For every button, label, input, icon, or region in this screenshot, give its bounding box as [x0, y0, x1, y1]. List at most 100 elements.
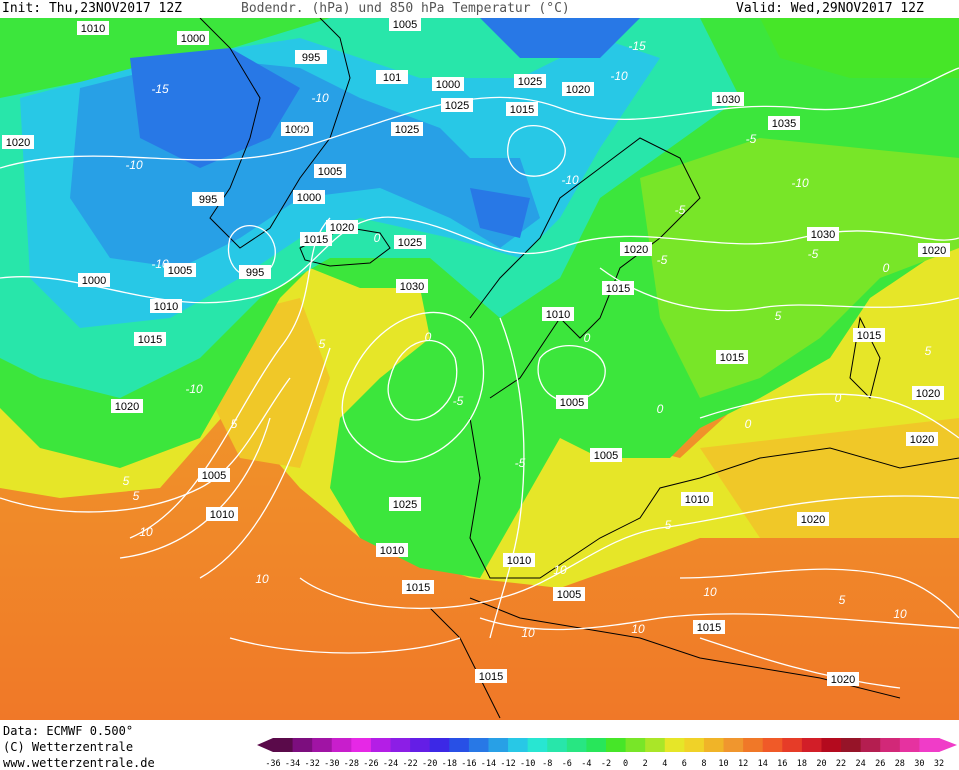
isotherm-line-3	[229, 637, 461, 654]
colorbar-cell	[449, 738, 470, 752]
temperature-colorbar: -36 -34 -32 -30 -28 -26 -24 -22 -20 -18 -16 -14 -12-…	[257, 738, 957, 769]
pressure-label: 1035	[772, 118, 796, 130]
colorbar-tick-label: 6	[682, 759, 687, 769]
colorbar-tick-label: -36	[265, 759, 280, 769]
pressure-label: 1005	[393, 19, 417, 31]
colorbar-tick-label: 30	[914, 759, 924, 769]
temperature-label: -10	[791, 176, 809, 190]
pressure-label: 1020	[916, 388, 940, 400]
colorbar-cell	[919, 738, 940, 752]
isobar-line-6	[479, 613, 959, 631]
colorbar-cell	[821, 738, 842, 752]
pressure-label: 1010	[546, 309, 570, 321]
colorbar-tick-label: -22	[402, 759, 417, 769]
coastline-med	[469, 597, 901, 699]
pressure-label: 1015	[510, 104, 534, 116]
pressure-label: 1025	[395, 124, 419, 136]
pressure-label: 1030	[811, 229, 835, 241]
colorbar-cell	[841, 738, 862, 752]
colorbar-tick-label: -24	[383, 759, 398, 769]
colorbar-cell	[429, 738, 450, 752]
colorbar-cell	[880, 738, 901, 752]
isobar-ring-baltic	[537, 345, 606, 402]
website-url: www.wetterzentrale.de	[3, 756, 155, 770]
colorbar-tick-label: -6	[562, 759, 572, 769]
temp-field-gold	[210, 298, 959, 538]
pressure-label: 1000	[181, 33, 205, 45]
pressure-label: 1005	[560, 397, 584, 409]
colorbar-cell	[860, 738, 881, 752]
temperature-label: 0	[374, 231, 381, 245]
colorbar-tick-label: 24	[856, 759, 866, 769]
colorbar-cell	[370, 738, 392, 752]
pressure-label: 995	[302, 52, 320, 64]
colorbar-cell	[468, 738, 490, 752]
coastline-caspian	[849, 316, 881, 399]
temperature-label: -15	[151, 82, 169, 96]
pressure-label: 1000	[82, 275, 106, 287]
temperature-label: 10	[139, 525, 153, 539]
colorbar-tick-label: 4	[662, 759, 667, 769]
colorbar-cell	[645, 738, 666, 752]
colorbar-tick-label: 14	[758, 759, 768, 769]
pressure-label: 1000	[436, 79, 460, 91]
colorbar-tick-label: -32	[304, 759, 319, 769]
temperature-label: 10	[553, 563, 567, 577]
colorbar-cell	[508, 738, 529, 752]
pressure-label: 1020	[831, 674, 855, 686]
temperature-label: 0	[883, 261, 890, 275]
header-bar: Init: Thu,23NOV2017 12Z Bodendr. (hPa) u…	[0, 0, 959, 18]
colorbar-tick-label: -18	[442, 759, 457, 769]
isotherm-line-1	[0, 377, 291, 513]
temperature-label: 5	[839, 593, 846, 607]
pressure-label: 1025	[393, 499, 417, 511]
isobar-line-3	[129, 217, 331, 539]
colorbar-tick-label: 18	[797, 759, 807, 769]
temperature-label: 5	[133, 489, 140, 503]
colorbar-cells	[257, 738, 957, 752]
pressure-label: 1030	[716, 94, 740, 106]
colorbar-tick-label: -28	[344, 759, 359, 769]
copyright-label: (C) Wetterzentrale	[3, 740, 134, 754]
colorbar-tick-label: 26	[875, 759, 885, 769]
pressure-label: 1005	[202, 470, 226, 482]
init-time-label: Init: Thu,23NOV2017 12Z	[2, 1, 183, 16]
pressure-label: 1015	[697, 622, 721, 634]
isobar-ring-norway	[507, 125, 566, 177]
temperature-label: 5	[925, 344, 932, 358]
pressure-label: 1015	[304, 234, 328, 246]
colorbar-tick-label: -4	[581, 759, 591, 769]
colorbar-cell	[586, 738, 607, 752]
temperature-label: 5	[231, 417, 238, 431]
temperature-label: 0	[657, 402, 664, 416]
pressure-label: 1020	[566, 84, 590, 96]
pressure-label: 1010	[81, 23, 105, 35]
pressure-label: 101	[383, 72, 401, 84]
temperature-label: -5	[515, 456, 526, 470]
footer: Data: ECMWF 0.500° (C) Wetterzentrale ww…	[0, 720, 959, 770]
pressure-label: 1020	[330, 222, 354, 234]
colorbar-cell	[743, 738, 764, 752]
temperature-label: 10	[521, 626, 535, 640]
temperature-label: 10	[631, 622, 645, 636]
colorbar-cell	[899, 738, 921, 752]
temperature-label: 0	[745, 417, 752, 431]
colorbar-cell	[566, 738, 588, 752]
colorbar-cell	[703, 738, 725, 752]
colorbar-cell	[625, 738, 646, 752]
temperature-label: 5	[319, 337, 326, 351]
pressure-label: 1015	[406, 582, 430, 594]
isobar-line-4	[199, 347, 331, 579]
temperature-label: 0	[425, 330, 432, 344]
temperature-label: -10	[185, 382, 203, 396]
pressure-label: 1020	[624, 244, 648, 256]
temperature-label: 5	[123, 474, 130, 488]
colorbar-cell	[351, 738, 372, 752]
colorbar-tick-label: -34	[285, 759, 300, 769]
coastline-greenland	[199, 18, 351, 249]
pressure-label: 1015	[138, 334, 162, 346]
pressure-label: 1025	[445, 100, 469, 112]
pressure-label: 1010	[380, 545, 404, 557]
colorbar-tick-label: -16	[461, 759, 476, 769]
colorbar-tick-label: 28	[895, 759, 905, 769]
